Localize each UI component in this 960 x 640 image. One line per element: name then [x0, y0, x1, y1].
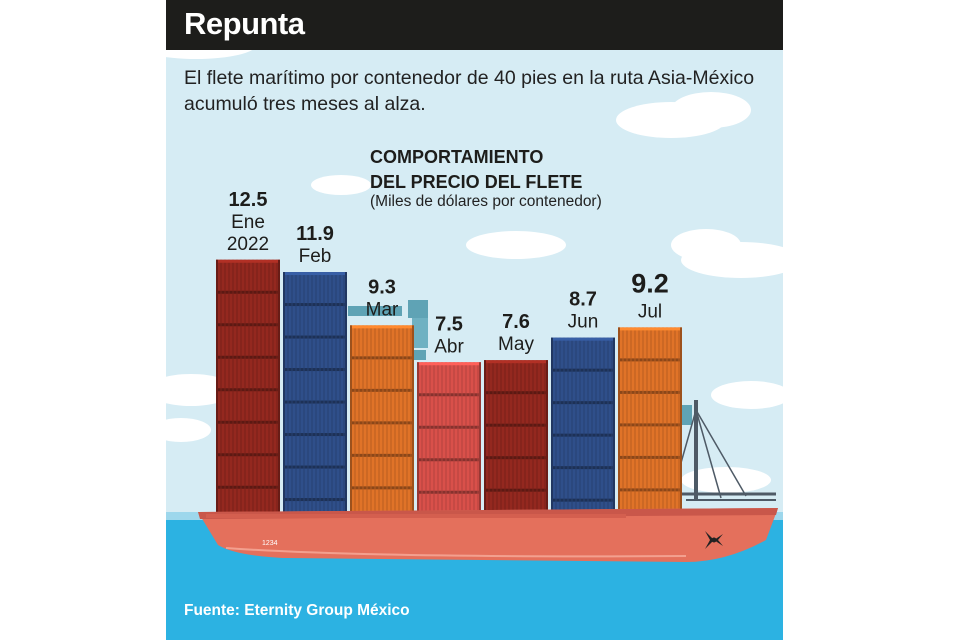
subtitle: El flete marítimo por contenedor de 40 p… — [184, 67, 755, 115]
category-label: Feb — [299, 246, 332, 267]
propeller-icon — [705, 531, 723, 549]
bar-2 — [283, 272, 347, 516]
bar-4 — [417, 362, 481, 516]
bar-5 — [484, 360, 548, 516]
value-label: 9.3 — [368, 276, 396, 298]
category-label: May — [498, 334, 534, 355]
value-label: 9.2 — [631, 268, 669, 298]
page-title: Repunta — [184, 6, 305, 41]
category-label: Jul — [638, 301, 662, 322]
chart-title: COMPORTAMIENTO DEL PRECIO DEL FLETE — [370, 147, 583, 192]
value-label: 12.5 — [229, 189, 268, 211]
category-label: Abr — [434, 336, 464, 357]
chart-unit: (Miles de dólares por contenedor) — [370, 193, 602, 210]
bar-1 — [216, 259, 280, 516]
ship-hull: 1234 — [198, 508, 778, 562]
bar-7 — [618, 327, 682, 516]
category-label: Mar — [366, 299, 399, 320]
category-label: Ene — [231, 212, 265, 233]
category-label: Jun — [568, 312, 599, 333]
value-label: 8.7 — [569, 289, 597, 311]
hull-number: 1234 — [262, 540, 278, 547]
value-label: 11.9 — [296, 223, 334, 245]
bar-3 — [350, 325, 414, 516]
source-note: Fuente: Eternity Group México — [184, 602, 410, 619]
category-label: 2022 — [227, 234, 269, 255]
ship-rigging — [670, 400, 776, 501]
bar-6 — [551, 337, 615, 516]
value-label: 7.6 — [502, 311, 530, 333]
infographic-card: 1234 Ene 2022 12.5 Feb 11.9 Mar 9.3 Abr 7.5 May 7.… — [166, 0, 783, 640]
clouds — [166, 31, 783, 493]
header-bar: Repunta — [166, 0, 783, 50]
chart-bars — [216, 259, 682, 516]
value-label: 7.5 — [435, 313, 463, 335]
